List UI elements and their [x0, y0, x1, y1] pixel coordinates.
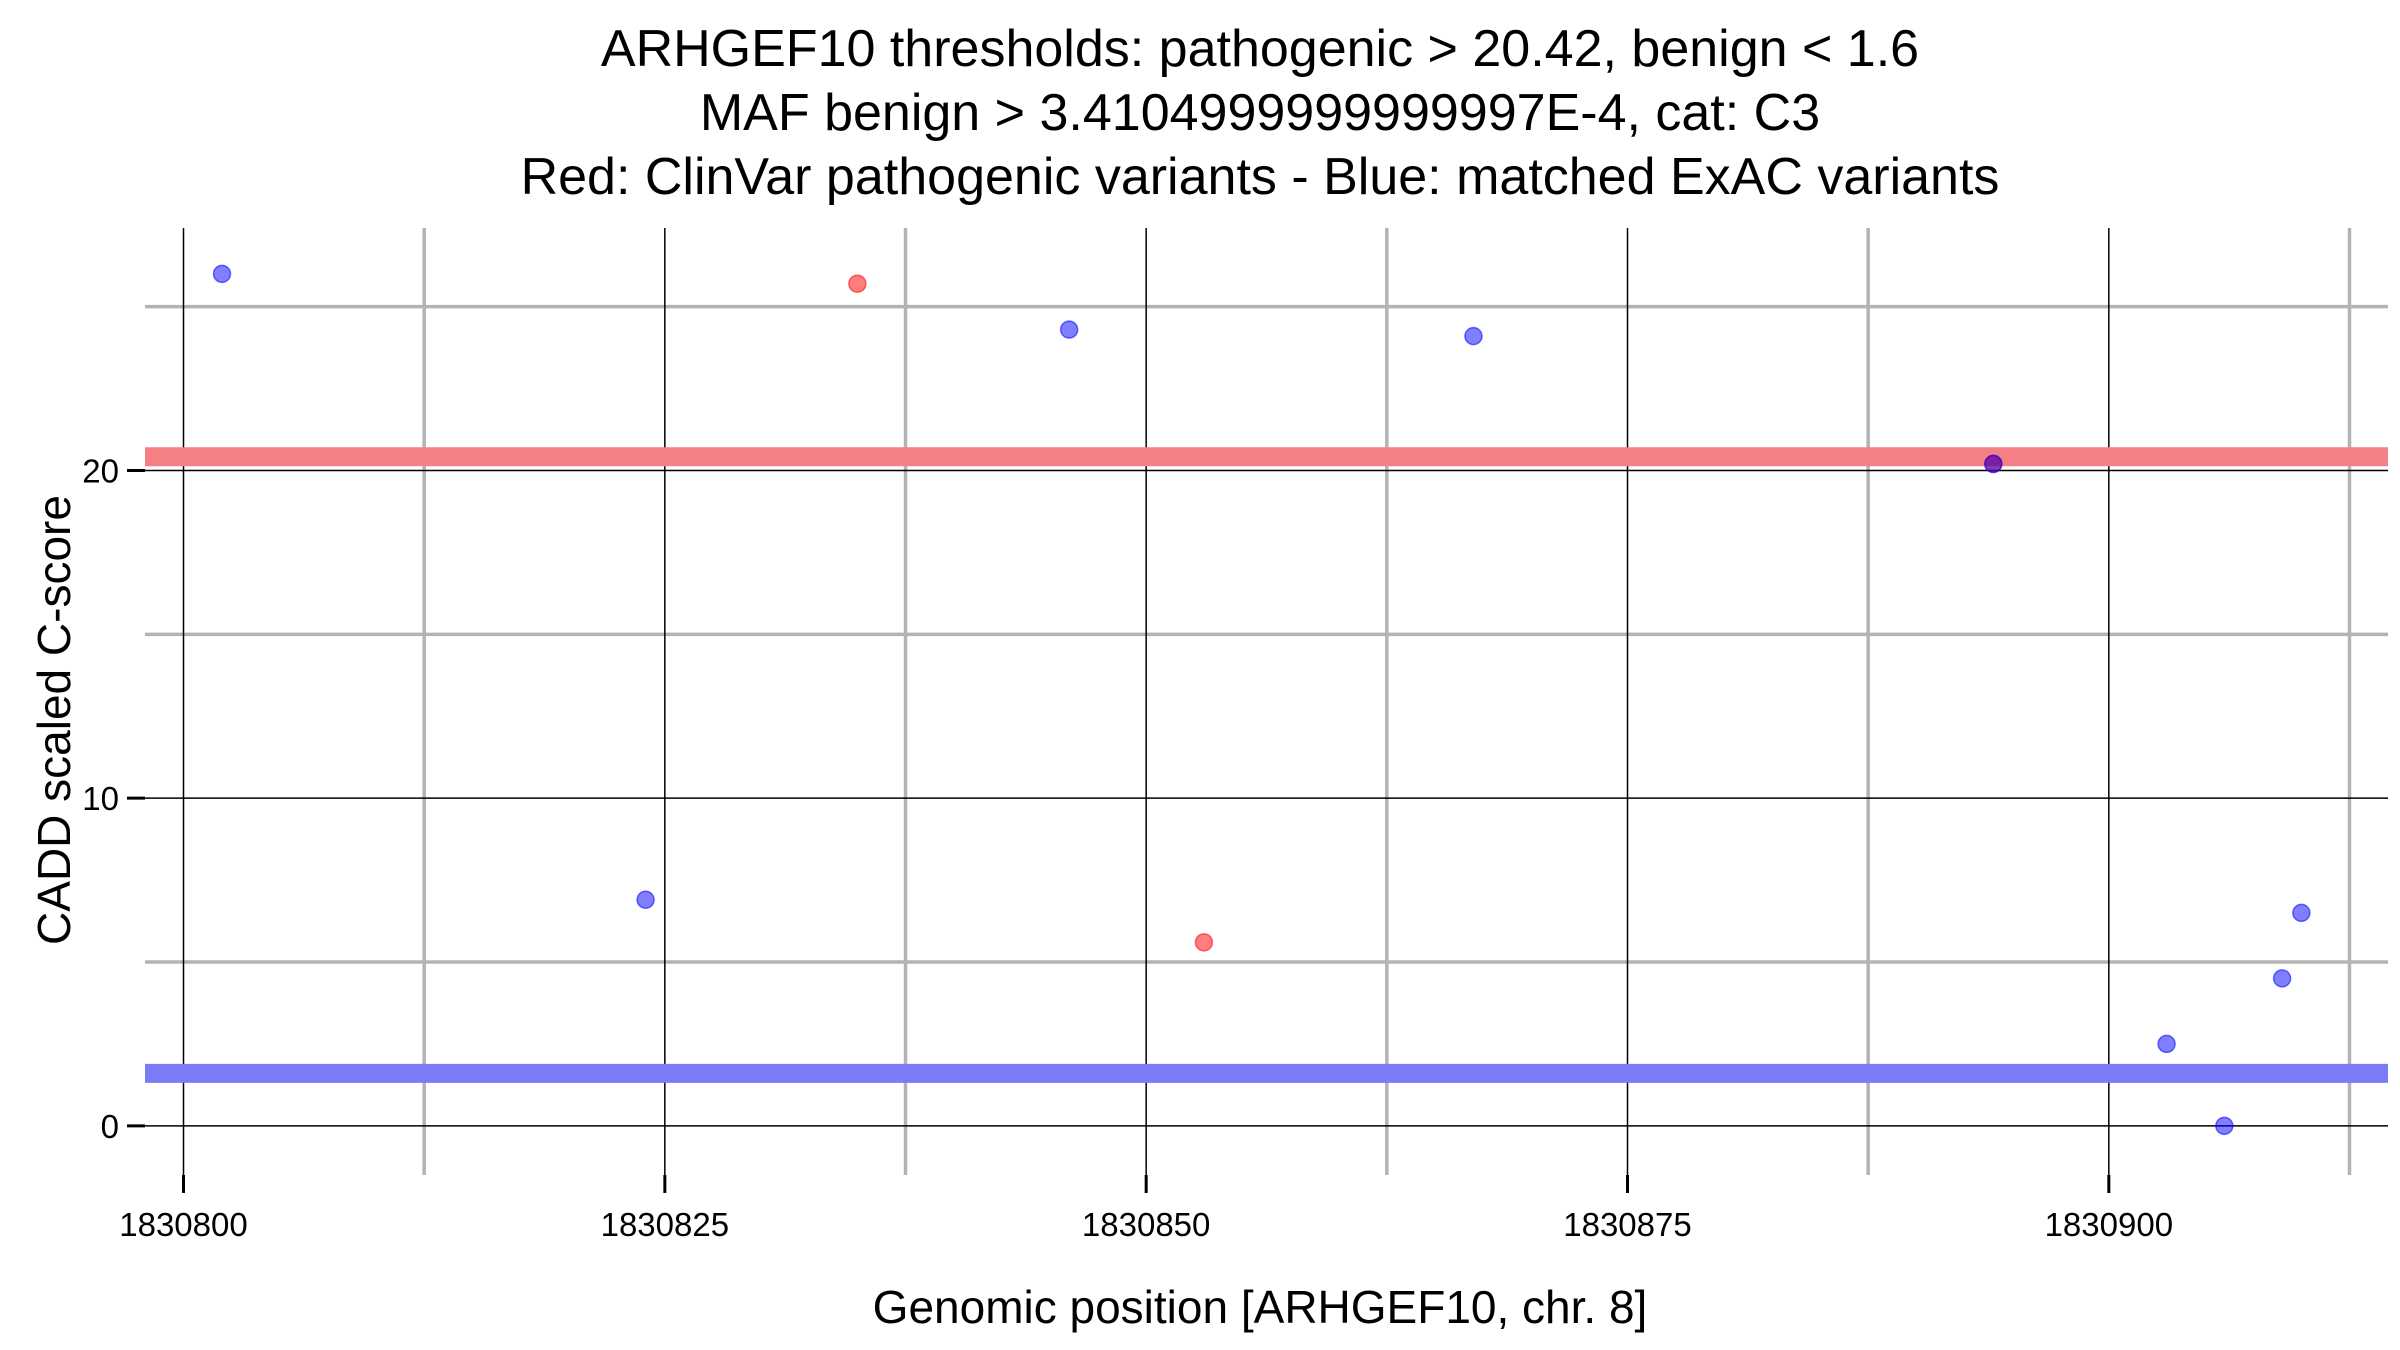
point-series0-0	[848, 274, 867, 293]
title-line-2: MAF benign > 3.4104999999999997E-4, cat:…	[700, 84, 1820, 142]
x-axis-label: Genomic position [ARHGEF10, chr. 8]	[873, 1281, 1648, 1333]
point-series1-3	[1464, 326, 1483, 346]
grid-lines	[145, 228, 2388, 1175]
axes: 1830800 1830825 1830850 1830875 1830900 0 10 20	[82, 452, 2173, 1243]
point-series1-7	[2272, 969, 2292, 988]
point-series1-5	[2157, 1034, 2176, 1054]
x-tick-label-2: 1830850	[1082, 1206, 1210, 1243]
title-line-3: Red: ClinVar pathogenic variants - Blue:…	[521, 148, 2000, 206]
y-axis-label: CADD scaled C-score	[28, 495, 80, 945]
point-series1-8	[2292, 903, 2311, 923]
y-tick-label-2: 20	[82, 452, 119, 489]
y-tick-label-1: 10	[82, 780, 119, 817]
x-tick-label-3: 1830875	[1563, 1206, 1691, 1243]
data-points	[212, 264, 2311, 1136]
point-series1-2	[1059, 320, 1079, 339]
threshold-lines	[145, 447, 2388, 1083]
point-series1-4	[1984, 454, 2003, 474]
point-series0-1	[1194, 933, 1214, 952]
chart-title: ARHGEF10 thresholds: pathogenic > 20.42,…	[521, 20, 2000, 206]
point-series1-6	[2215, 1116, 2234, 1136]
point-series1-0	[212, 264, 232, 284]
x-tick-label-4: 1830900	[2045, 1206, 2173, 1243]
title-line-1: ARHGEF10 thresholds: pathogenic > 20.42,…	[601, 20, 1919, 78]
point-series1-1	[636, 890, 655, 909]
y-tick-label-0: 0	[101, 1108, 119, 1145]
x-tick-label-0: 1830800	[119, 1206, 247, 1243]
x-tick-label-1: 1830825	[601, 1206, 729, 1243]
